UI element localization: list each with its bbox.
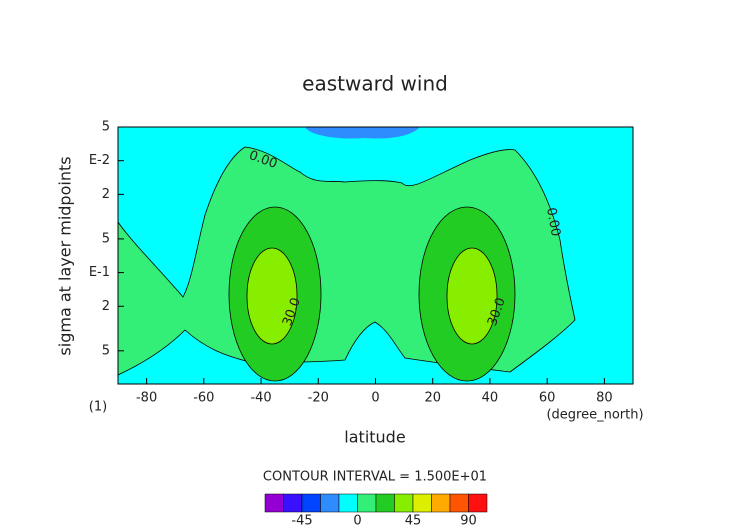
colorbar-swatch xyxy=(301,493,321,513)
x-unit: (degree_north) xyxy=(546,408,643,423)
region xyxy=(305,127,420,139)
contour-field xyxy=(118,127,633,384)
colorbar-swatch xyxy=(412,493,432,513)
x-tick-label: -20 xyxy=(308,391,329,406)
colorbar-swatch xyxy=(338,493,358,513)
chart-title: eastward wind xyxy=(302,72,448,96)
y-tick-label: 2 xyxy=(102,299,110,314)
colorbar-tick-label: -45 xyxy=(291,514,312,529)
y-tick-label: 5 xyxy=(102,231,110,246)
y-tick-label: 2 xyxy=(102,187,110,202)
colorbar-tick-label: 90 xyxy=(460,514,477,529)
region xyxy=(246,247,298,345)
y-tick-label: 5 xyxy=(102,120,110,135)
contour-label: 0.00 xyxy=(543,206,563,237)
colorbar-swatch xyxy=(394,493,414,513)
y-tick-label: E-1 xyxy=(89,265,110,280)
contour-interval: CONTOUR INTERVAL = 1.500E+01 xyxy=(263,470,487,485)
y-tick-label: E-2 xyxy=(89,153,110,168)
colorbar-tick-label: 45 xyxy=(405,514,422,529)
colorbar-swatch xyxy=(357,493,377,513)
x-tick-label: -80 xyxy=(136,391,157,406)
colorbar-swatch xyxy=(468,493,488,513)
colorbar-swatch xyxy=(264,493,284,513)
colorbar-swatch xyxy=(320,493,340,513)
y-unit: (1) xyxy=(89,400,107,415)
x-tick-label: 80 xyxy=(596,391,613,406)
x-axis-label: latitude xyxy=(344,428,405,447)
colorbar-swatch xyxy=(283,493,303,513)
y-tick-label: 5 xyxy=(102,343,110,358)
contour-line xyxy=(118,146,576,376)
colorbar-swatch xyxy=(449,493,469,513)
x-tick-label: 0 xyxy=(371,391,379,406)
y-axis-label: sigma at layer midpoints xyxy=(56,156,75,355)
x-tick-label: 60 xyxy=(539,391,556,406)
x-tick-label: 20 xyxy=(424,391,441,406)
x-tick-label: -40 xyxy=(250,391,271,406)
colorbar-swatch xyxy=(375,493,395,513)
colorbar-tick-label: 0 xyxy=(353,514,361,529)
region xyxy=(446,247,498,345)
x-tick-label: -60 xyxy=(193,391,214,406)
colorbar-swatch xyxy=(431,493,451,513)
x-tick-label: 40 xyxy=(482,391,499,406)
